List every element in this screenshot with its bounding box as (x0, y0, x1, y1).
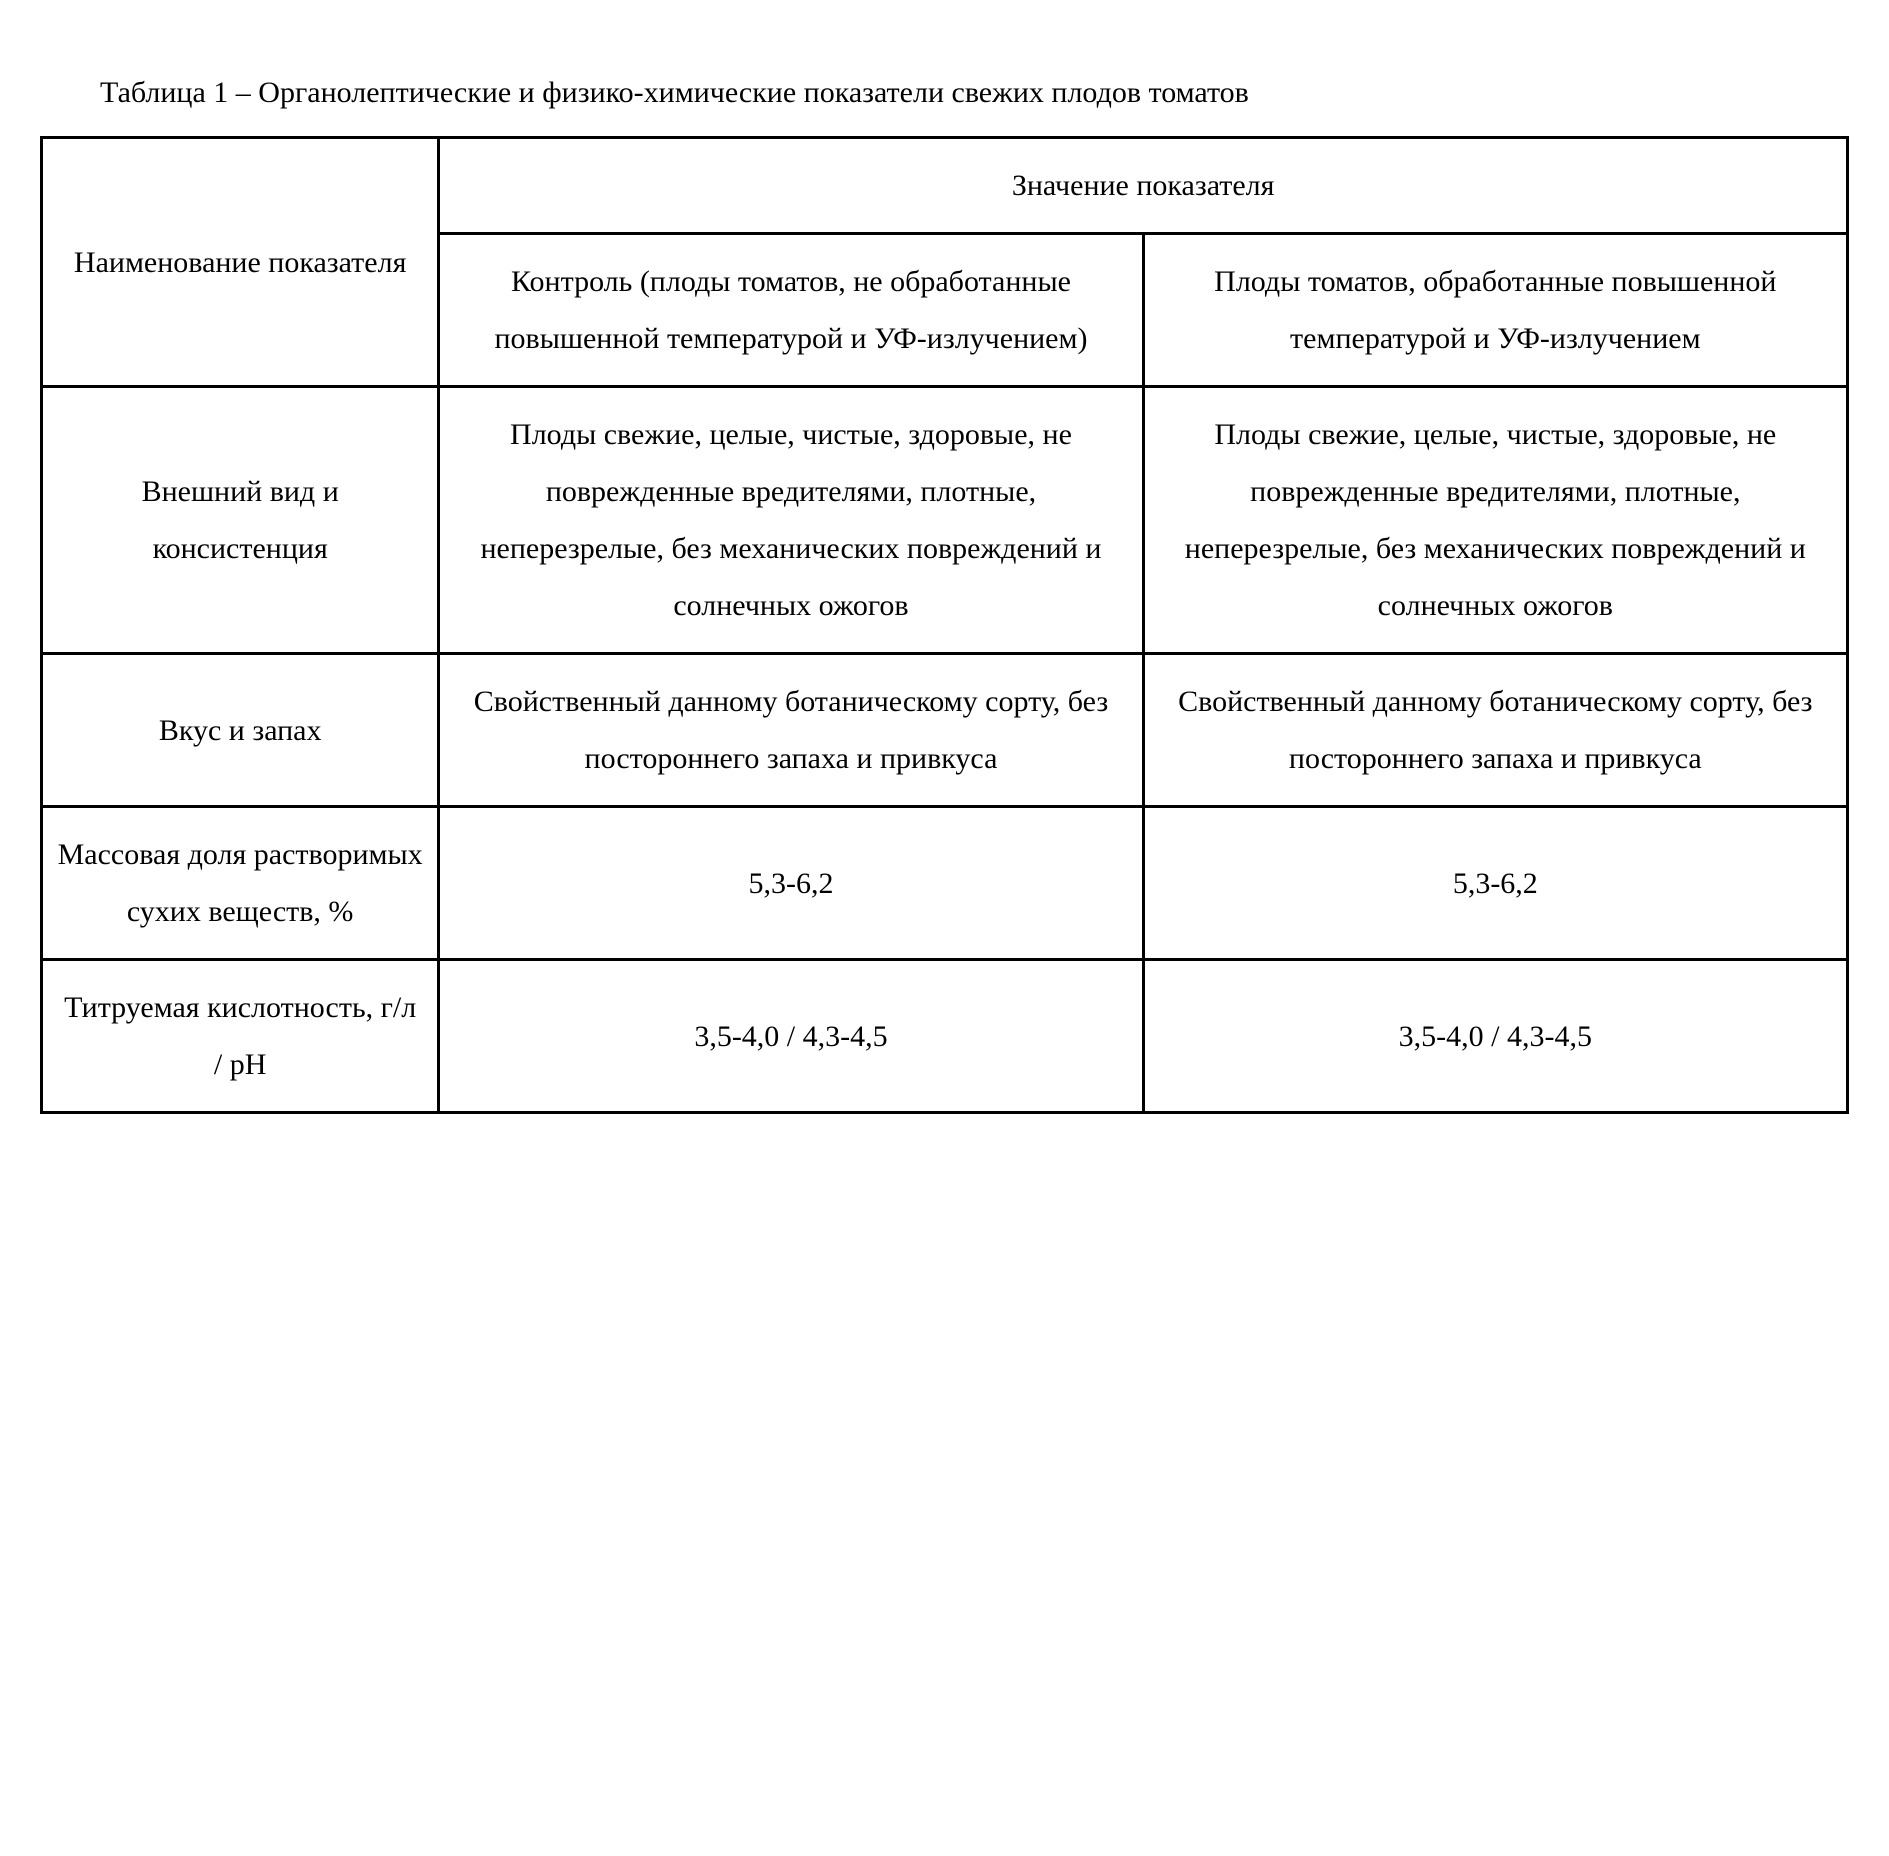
cell-control: Свойственный данному ботаническому сорту… (439, 654, 1143, 807)
cell-treated: Плоды свежие, целые, чистые, здоровые, н… (1143, 387, 1847, 654)
data-table: Наименование показателя Значение показат… (40, 136, 1849, 1114)
table-row: Вкус и запах Свойственный данному ботани… (42, 654, 1848, 807)
header-row-label: Наименование показателя (42, 138, 439, 387)
cell-treated: Свойственный данному ботаническому сорту… (1143, 654, 1847, 807)
cell-control: Плоды свежие, целые, чистые, здоровые, н… (439, 387, 1143, 654)
table-row: Внешний вид и консистенция Плоды свежие,… (42, 387, 1848, 654)
cell-control: 3,5-4,0 / 4,3-4,5 (439, 960, 1143, 1113)
table-row: Массовая доля растворимых сухих веществ,… (42, 807, 1848, 960)
cell-control: 5,3-6,2 (439, 807, 1143, 960)
table-header-row-1: Наименование показателя Значение показат… (42, 138, 1848, 234)
subheader-treated: Плоды томатов, обработанные повышенной т… (1143, 234, 1847, 387)
table-caption: Таблица 1 – Органолептические и физико-х… (40, 60, 1849, 126)
row-label: Вкус и запах (42, 654, 439, 807)
row-label: Массовая доля растворимых сухих веществ,… (42, 807, 439, 960)
cell-treated: 5,3-6,2 (1143, 807, 1847, 960)
header-group-label: Значение показателя (439, 138, 1848, 234)
subheader-control: Контроль (плоды томатов, не обработанные… (439, 234, 1143, 387)
cell-treated: 3,5-4,0 / 4,3-4,5 (1143, 960, 1847, 1113)
row-label: Титруемая кислотность, г/л / pH (42, 960, 439, 1113)
table-row: Титруемая кислотность, г/л / pH 3,5-4,0 … (42, 960, 1848, 1113)
row-label: Внешний вид и консистенция (42, 387, 439, 654)
